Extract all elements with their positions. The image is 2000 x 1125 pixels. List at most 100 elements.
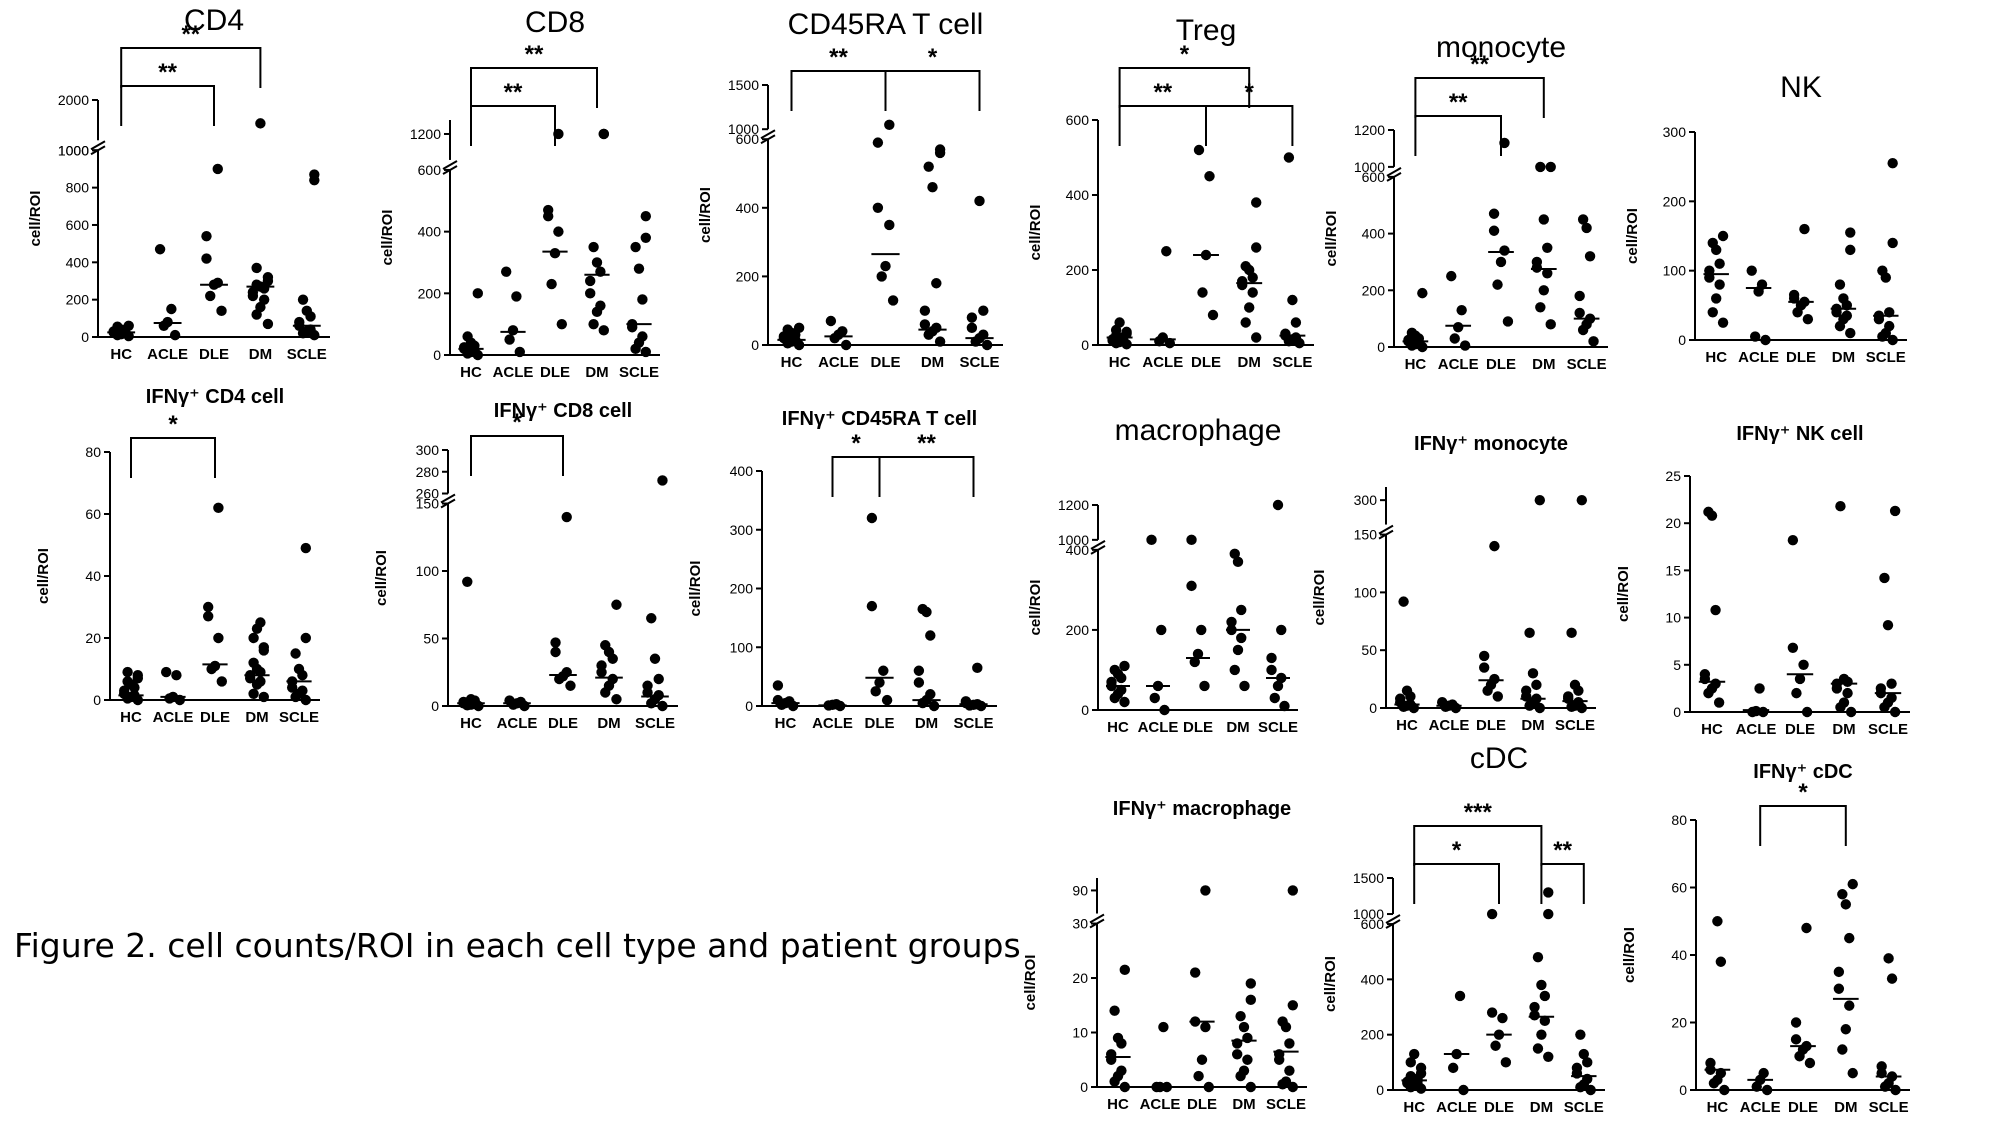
y-axis-label: cell/ROI — [27, 191, 44, 247]
data-point — [1531, 256, 1543, 268]
data-point — [201, 230, 212, 242]
y-tick-label: 0 — [751, 337, 759, 353]
data-point — [1799, 223, 1810, 235]
data-point — [1710, 604, 1721, 616]
data-point — [1801, 706, 1813, 718]
data-point — [1569, 679, 1581, 691]
chart-panel: IFNγ⁺ CD45RA T cell cell/ROI 0 100 200 300 400… — [687, 408, 997, 732]
x-tick-label: SCLE — [1868, 721, 1908, 738]
data-point — [925, 630, 936, 641]
data-point — [1520, 685, 1532, 696]
data-point — [1707, 237, 1718, 249]
y-tick-label: 400 — [730, 463, 754, 479]
data-point — [596, 660, 607, 671]
data-point — [462, 576, 473, 588]
axis-break-mark — [1089, 913, 1105, 924]
chart-title: IFNγ⁺ CD4 cell — [146, 386, 284, 408]
data-point — [881, 694, 893, 706]
data-point — [202, 601, 214, 613]
x-tick-label: ACLE — [1140, 1096, 1181, 1113]
data-point — [1535, 302, 1546, 313]
data-point — [1269, 692, 1280, 704]
data-point — [1705, 1057, 1716, 1069]
chart-panel: IFNγ⁺ macrophage cell/ROI 0 10 20 30 90 HC ACLE D… — [1022, 798, 1307, 1113]
data-point — [923, 161, 934, 172]
chart-title: IFNγ⁺ NK cell — [1736, 423, 1863, 445]
data-point — [1242, 1054, 1253, 1065]
axis-break-mark — [1378, 524, 1394, 535]
data-point — [928, 700, 940, 712]
data-point — [1787, 642, 1799, 654]
data-point — [588, 318, 599, 330]
data-point — [981, 339, 993, 351]
data-point — [884, 219, 895, 231]
x-tick-label: HC — [1705, 349, 1727, 366]
data-point — [297, 685, 308, 696]
y-tick-label: 20 — [1072, 970, 1088, 986]
significance-bracket — [1759, 805, 1847, 846]
data-point — [1447, 699, 1458, 710]
data-point — [1845, 244, 1856, 256]
data-point — [1539, 1015, 1551, 1027]
x-tick-label: DLE — [1786, 349, 1816, 366]
y-tick-label: 1200 — [410, 126, 441, 142]
data-point — [1109, 664, 1120, 676]
data-point — [1889, 706, 1901, 718]
data-point — [1200, 1021, 1211, 1033]
y-tick-label: 100 — [1663, 263, 1687, 279]
data-point — [258, 691, 270, 703]
data-point — [642, 680, 653, 691]
data-point — [1488, 208, 1500, 219]
data-point — [919, 319, 931, 330]
y-tick-label: 80 — [85, 444, 101, 460]
x-tick-label: ACLE — [153, 709, 194, 726]
data-point — [598, 128, 610, 140]
data-point — [515, 696, 526, 708]
chart-title: IFNγ⁺ CD8 cell — [494, 400, 632, 422]
data-point — [1790, 1017, 1802, 1028]
y-axis-label: cell/ROI — [35, 548, 52, 604]
chart-title: IFNγ⁺ CD45RA T cell — [782, 408, 977, 430]
data-point — [248, 688, 259, 699]
significance-label: ** — [525, 41, 544, 68]
data-point — [1527, 668, 1539, 679]
data-point — [1287, 294, 1298, 306]
y-tick-label: 400 — [1362, 226, 1386, 242]
data-point — [887, 295, 899, 306]
data-point — [1754, 683, 1765, 694]
significance-bracket — [884, 70, 981, 111]
y-tick-label: 0 — [1678, 332, 1686, 348]
data-point — [1492, 279, 1503, 290]
y-tick-label: 2000 — [58, 92, 89, 108]
significance-bracket — [1413, 825, 1543, 866]
data-point — [1247, 287, 1258, 298]
significance-label: ** — [158, 59, 177, 86]
data-point — [1788, 289, 1800, 301]
data-point — [584, 275, 596, 287]
y-tick-label: 20 — [1671, 1015, 1687, 1031]
data-point — [607, 673, 618, 685]
x-tick-label: SCLE — [1869, 1099, 1909, 1116]
data-point — [1250, 332, 1262, 343]
data-point — [1707, 307, 1718, 318]
x-tick-label: DLE — [1191, 354, 1221, 371]
data-point — [1837, 889, 1848, 900]
y-tick-label: 1000 — [728, 121, 759, 137]
data-point — [1841, 310, 1853, 321]
data-point — [1231, 1049, 1243, 1060]
data-point — [1401, 685, 1413, 696]
x-tick-label: DLE — [1785, 721, 1815, 738]
data-point — [1835, 501, 1846, 512]
data-point — [1186, 580, 1197, 592]
y-tick-label: 150 — [1354, 527, 1378, 543]
data-point — [1842, 687, 1853, 699]
data-point — [1232, 556, 1244, 568]
data-point — [1236, 632, 1247, 644]
data-point — [649, 653, 661, 664]
x-tick-label: SCLE — [1266, 1096, 1306, 1113]
x-tick-label: DM — [915, 715, 938, 732]
axis-break-mark — [442, 160, 458, 170]
x-tick-label: DLE — [1476, 717, 1506, 734]
data-point — [1196, 1054, 1208, 1065]
x-tick-label: DM — [585, 364, 608, 381]
